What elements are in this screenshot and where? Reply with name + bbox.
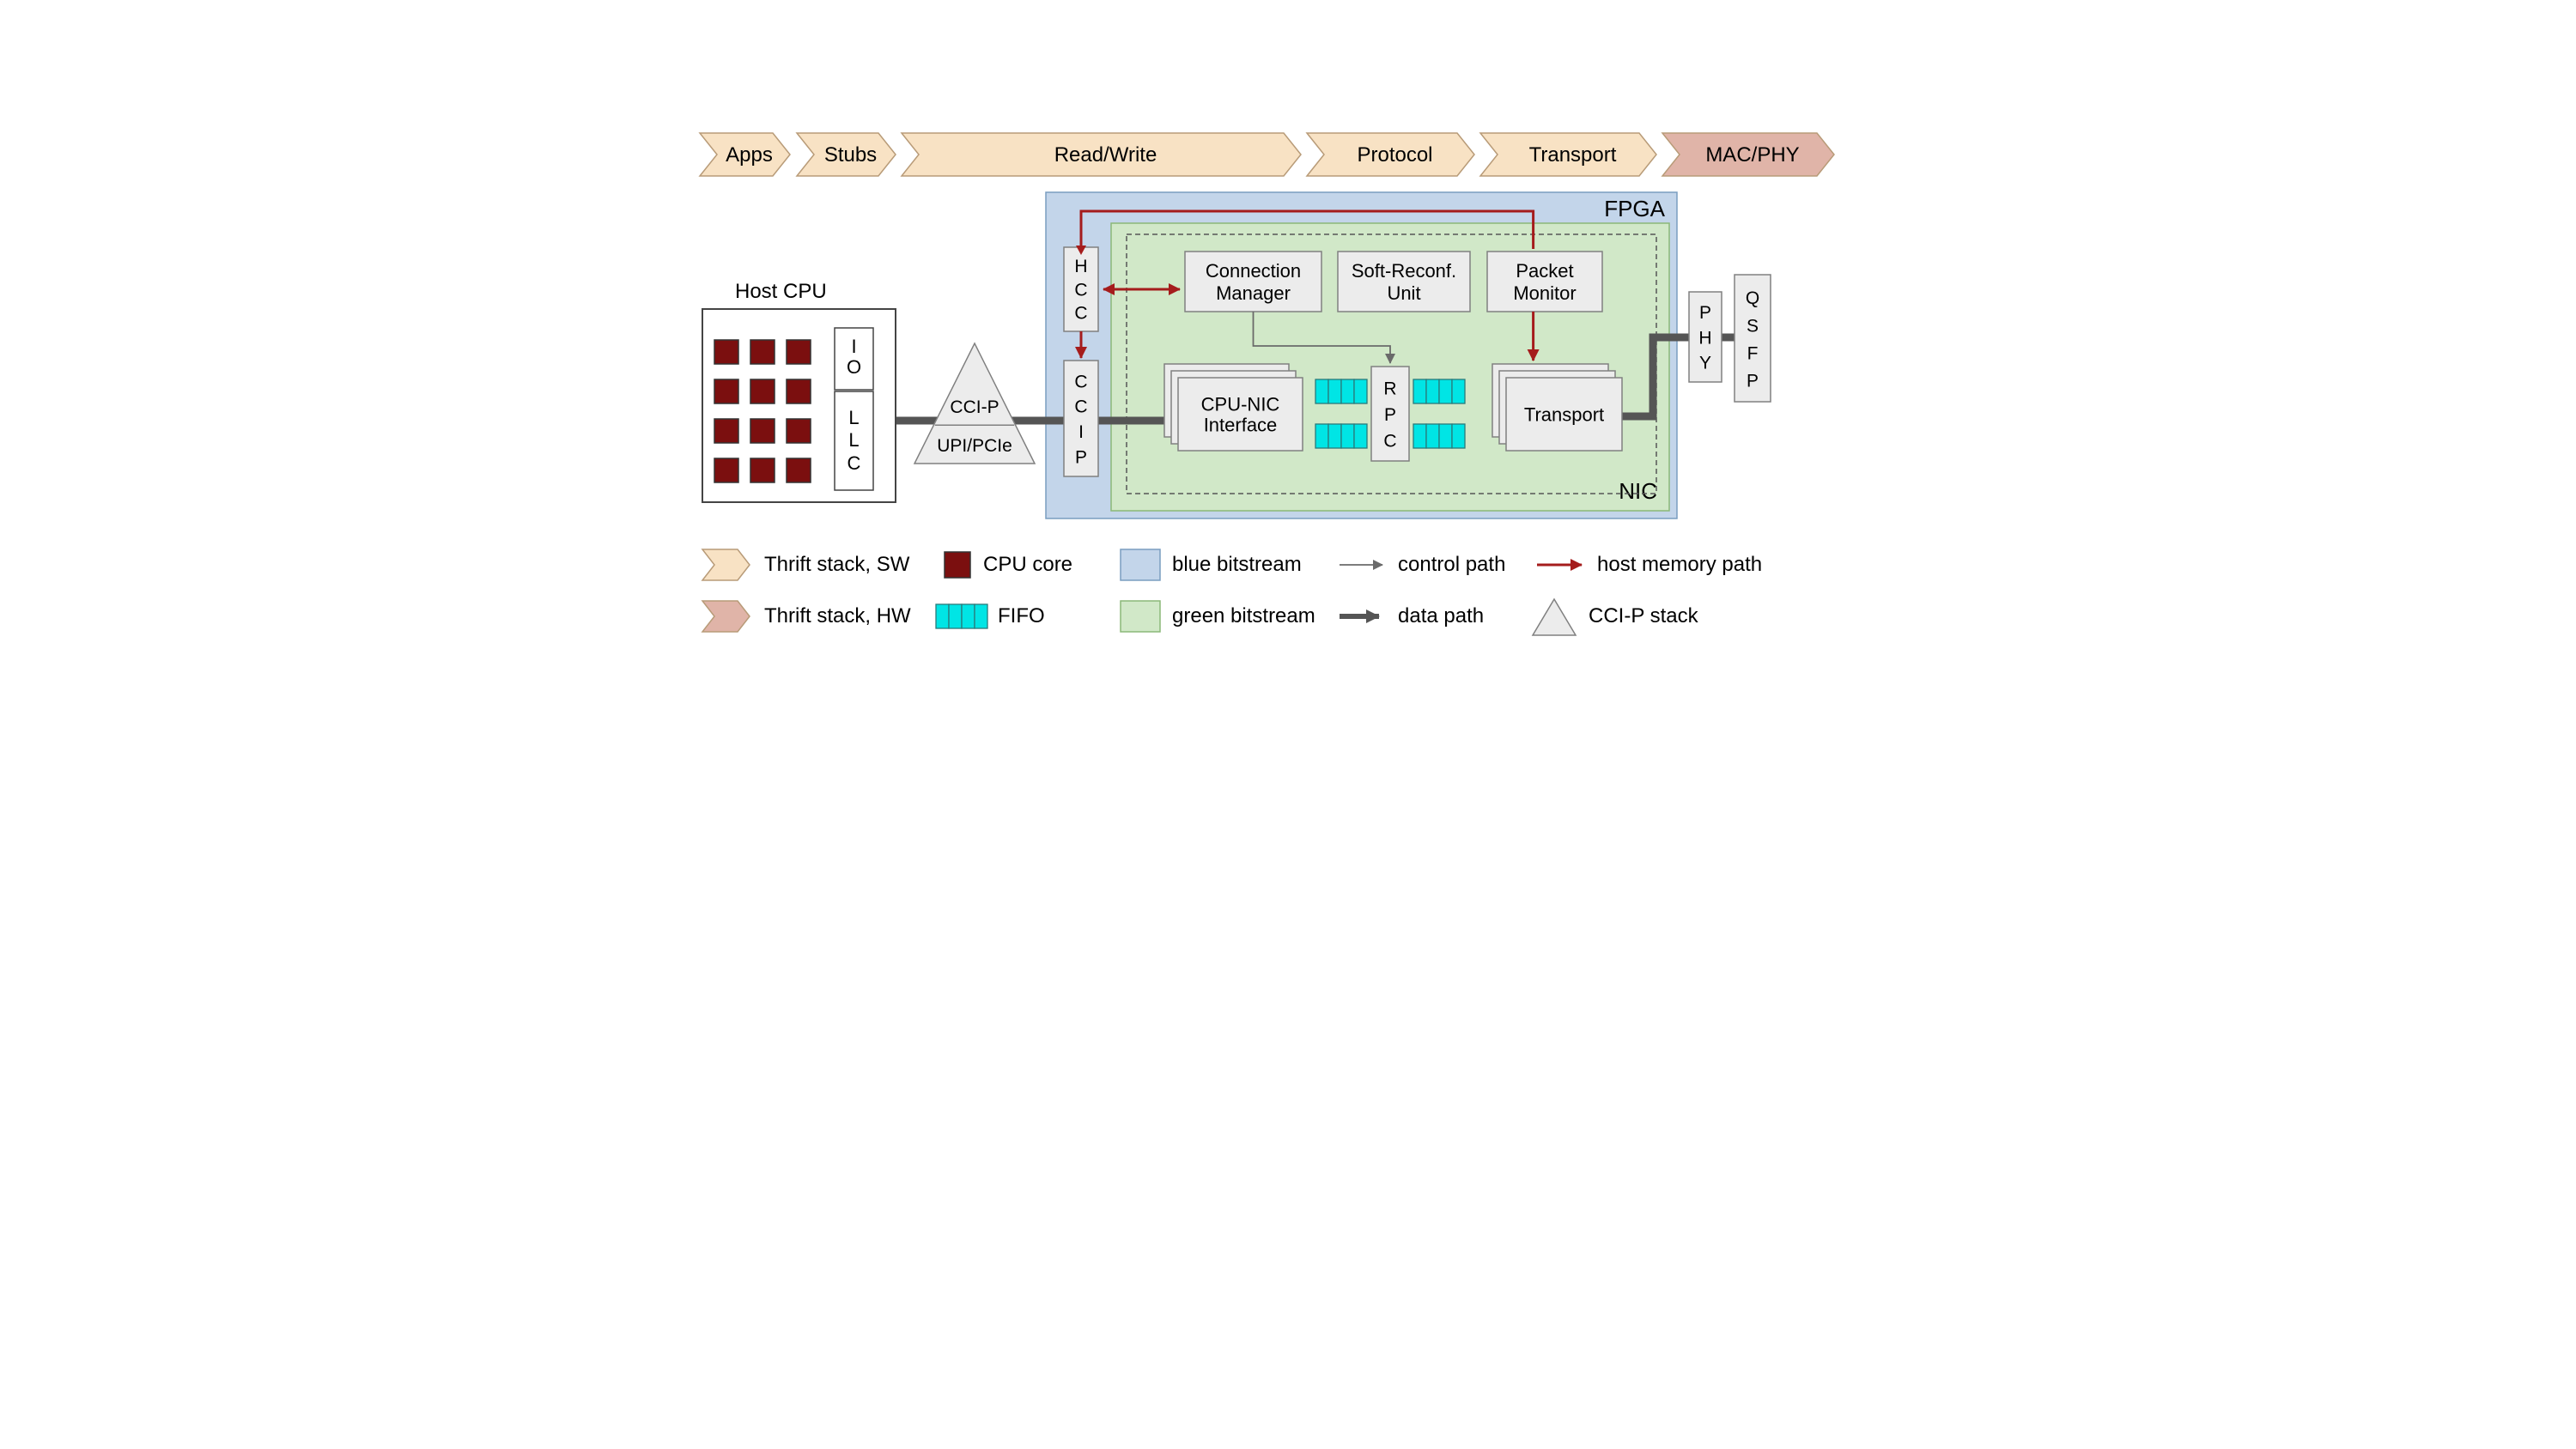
- chevron-label: MAC/PHY: [1705, 143, 1799, 167]
- phy-box-char: P: [1699, 303, 1711, 323]
- cpu-core: [787, 458, 811, 482]
- fifo-cell: [1341, 379, 1354, 403]
- fifo-cell: [1328, 379, 1341, 403]
- fifo-cell: [1439, 424, 1452, 448]
- cpu-core: [750, 340, 775, 364]
- ccip-top-label: CCI-P: [950, 397, 999, 417]
- ccip-box-char: P: [1075, 447, 1087, 467]
- chevron-label: Protocol: [1357, 143, 1432, 167]
- nic-label: NIC: [1619, 478, 1657, 504]
- cpu-core: [787, 379, 811, 403]
- cpu-core: [750, 458, 775, 482]
- cpu-core: [787, 419, 811, 443]
- legend-blue: [1121, 549, 1160, 580]
- ccip-bottom-label: UPI/PCIe: [937, 436, 1012, 456]
- legend-ccip-label: CCI-P stack: [1589, 604, 1698, 628]
- fifo-cell: [1439, 379, 1452, 403]
- packet-mon-label: Monitor: [1513, 282, 1576, 304]
- rpc-box-char: P: [1384, 405, 1396, 425]
- qsfp-box-char: P: [1747, 372, 1759, 391]
- qsfp-box-char: Q: [1746, 288, 1759, 308]
- chevron-label: Apps: [726, 143, 773, 167]
- hcc-box-char: C: [1074, 304, 1087, 324]
- phy-box-char: Y: [1699, 354, 1711, 373]
- legend-hostmem-label: host memory path: [1597, 553, 1762, 577]
- fifo-cell: [1426, 379, 1439, 403]
- fifo-cell: [1452, 379, 1465, 403]
- cpu-core: [714, 458, 738, 482]
- ccip-box-char: C: [1074, 372, 1087, 391]
- fifo-cell: [1315, 379, 1328, 403]
- soft-reconf-label: Unit: [1387, 282, 1420, 304]
- legend-cpu-core: CPU core: [983, 553, 1072, 577]
- io-label: IO: [835, 336, 873, 378]
- cpu-nic-label: CPU-NIC: [1201, 394, 1280, 415]
- fifo-cell: [1354, 424, 1367, 448]
- fifo-cell: [1328, 424, 1341, 448]
- fifo-cell: [1452, 424, 1465, 448]
- legend-green: [1121, 601, 1160, 632]
- cpu-core: [714, 340, 738, 364]
- legend-data-label: data path: [1398, 604, 1484, 628]
- legend-control-label: control path: [1398, 553, 1505, 577]
- legend-thrift-sw: Thrift stack, SW: [764, 553, 909, 577]
- fifo-cell: [1354, 379, 1367, 403]
- legend-core: [945, 552, 970, 578]
- chevron-label: Read/Write: [1054, 143, 1157, 167]
- cpu-core: [714, 379, 738, 403]
- legend-thrift-hw: Thrift stack, HW: [764, 604, 911, 628]
- legend-blue-label: blue bitstream: [1172, 553, 1302, 577]
- legend-green-label: green bitstream: [1172, 604, 1315, 628]
- conn-mgr-label: Connection: [1206, 260, 1301, 282]
- legend-chevron: [702, 601, 750, 632]
- fifo-cell: [1341, 424, 1354, 448]
- phy-box-char: H: [1698, 328, 1711, 348]
- host-cpu-label: Host CPU: [735, 280, 827, 304]
- transport-label: Transport: [1524, 404, 1604, 426]
- qsfp-box-char: F: [1747, 344, 1759, 364]
- legend-fifo: [936, 604, 949, 628]
- cpu-nic-label: Interface: [1204, 415, 1278, 436]
- cpu-core: [787, 340, 811, 364]
- cpu-core: [714, 419, 738, 443]
- soft-reconf-label: Soft-Reconf.: [1352, 260, 1456, 282]
- hcc-box-char: C: [1074, 280, 1087, 300]
- fifo-cell: [1413, 379, 1426, 403]
- ccip-box-char: I: [1078, 422, 1084, 442]
- legend-chevron: [702, 549, 750, 580]
- legend-fifo: [962, 604, 975, 628]
- rpc-box-char: C: [1383, 432, 1396, 452]
- conn-mgr-label: Manager: [1216, 282, 1291, 304]
- cpu-core: [750, 419, 775, 443]
- cpu-core: [750, 379, 775, 403]
- fifo-cell: [1426, 424, 1439, 448]
- chevron-label: Stubs: [824, 143, 877, 167]
- legend-triangle: [1533, 599, 1576, 635]
- fifo-cell: [1315, 424, 1328, 448]
- rpc-box-char: R: [1383, 379, 1396, 399]
- hcc-box-char: H: [1074, 257, 1087, 276]
- fifo-cell: [1413, 424, 1426, 448]
- legend-fifo: [949, 604, 962, 628]
- packet-mon-label: Packet: [1516, 260, 1573, 282]
- legend-fifo-label: FIFO: [998, 604, 1045, 628]
- qsfp-box-char: S: [1747, 316, 1759, 336]
- fpga-label: FPGA: [1604, 196, 1665, 221]
- chevron-label: Transport: [1529, 143, 1617, 167]
- ccip-box-char: C: [1074, 397, 1087, 417]
- legend-fifo: [975, 604, 987, 628]
- llc-label: LLC: [835, 407, 873, 475]
